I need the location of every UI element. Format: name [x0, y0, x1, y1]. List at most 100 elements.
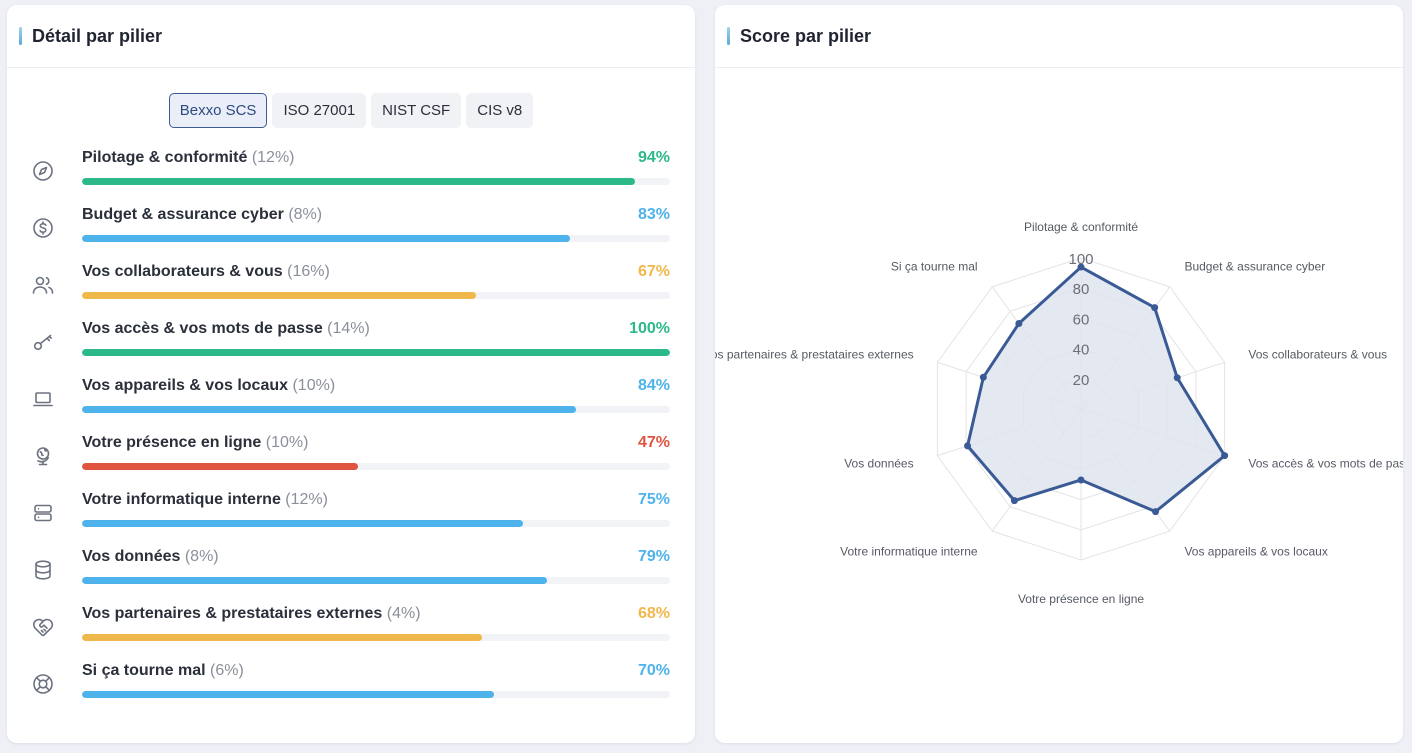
pillar-name: Vos partenaires & prestataires externes …: [82, 605, 421, 623]
pillar-score: 68%: [637, 605, 670, 622]
radar-tick-label: 100: [1068, 251, 1093, 268]
laptop-icon: [31, 387, 55, 411]
card-title: Détail par pilier: [32, 25, 163, 46]
header-accent: [727, 27, 730, 45]
radar-axis-label: Budget & assurance cyber: [1184, 260, 1325, 274]
pillar-weight: (14%): [327, 320, 370, 337]
pillar-score: 75%: [637, 491, 670, 508]
radar-axis-label: Si ça tourne mal: [891, 260, 978, 274]
score-bar-fill: [82, 292, 476, 299]
pillar-detail-card: Détail par pilier Bexxo SCS ISO 27001 NI…: [7, 5, 695, 743]
radar-tick-label: 80: [1073, 281, 1090, 298]
card-title: Score par pilier: [740, 25, 872, 46]
pillar-label: Vos accès & vos mots de passe: [82, 320, 323, 337]
pillar-row: Votre présence en ligne (10%) 47%: [7, 430, 695, 487]
pillar-name: Votre présence en ligne (10%): [82, 434, 308, 452]
pillar-name: Si ça tourne mal (6%): [82, 662, 244, 680]
pillar-row: Vos appareils & vos locaux (10%) 84%: [7, 373, 695, 430]
pillar-weight: (12%): [285, 491, 328, 508]
pillar-weight: (4%): [386, 605, 421, 622]
score-bar-fill: [82, 406, 576, 413]
pillar-row: Vos collaborateurs & vous (16%) 67%: [7, 259, 695, 316]
radar-data-point: [964, 442, 972, 450]
score-bar-track: [82, 463, 670, 470]
pillar-label: Budget & assurance cyber: [82, 206, 284, 223]
pillar-weight: (6%): [210, 662, 244, 679]
radar-chart: 20 40 60 80 100 Pilotage & conformité Budget &…: [715, 220, 1403, 606]
pillar-weight: (10%): [265, 434, 309, 451]
pillar-row: Vos accès & vos mots de passe (14%) 100%: [7, 316, 695, 373]
pillar-weight: (8%): [288, 206, 323, 223]
card-header: Score par pilier: [715, 5, 1403, 68]
server-icon: [31, 501, 55, 525]
pillar-label: Vos données: [82, 548, 181, 565]
pillar-label: Votre présence en ligne: [82, 434, 262, 451]
radar-axis-label: Vos appareils & vos locaux: [1184, 544, 1327, 558]
radar-series-area: [966, 265, 1227, 514]
pillar-weight: (8%): [184, 548, 219, 565]
radar-data-point: [1077, 263, 1085, 271]
score-bar-track: [82, 520, 670, 527]
pillar-weight: (16%): [287, 263, 330, 280]
pillar-score: 84%: [637, 377, 670, 394]
radar-axis-label: Vos partenaires & prestataires externes: [715, 348, 914, 362]
pillar-label: Pilotage & conformité: [82, 149, 248, 166]
card-header: Détail par pilier: [7, 5, 695, 68]
pillar-row: Budget & assurance cyber (8%) 83%: [7, 202, 695, 259]
pillar-weight: (12%): [251, 149, 295, 166]
pillar-row: Vos données (8%) 79%: [7, 544, 695, 601]
pillar-name: Budget & assurance cyber (8%): [82, 206, 322, 224]
pillar-name: Vos appareils & vos locaux (10%): [82, 377, 335, 395]
pillar-score: 47%: [637, 434, 670, 451]
score-bar-fill: [82, 463, 359, 470]
pillar-score: 94%: [637, 149, 670, 166]
radar-data-point: [1221, 452, 1229, 460]
pillar-score: 83%: [637, 206, 670, 223]
radar-data-point: [979, 373, 987, 381]
key-icon: [31, 330, 55, 354]
tab-cis-v8[interactable]: CIS v8: [466, 93, 534, 128]
radar-axis-label: Votre présence en ligne: [1018, 592, 1144, 606]
handshake-icon: [31, 615, 55, 639]
score-bar-fill: [82, 235, 571, 242]
framework-tabs: Bexxo SCS ISO 27001 NIST CSF CIS v8: [7, 93, 695, 128]
score-bar-fill: [82, 178, 635, 185]
dollar-circle-icon: [31, 216, 55, 240]
radar-axis-label: Vos données: [844, 456, 913, 470]
pillar-name: Vos accès & vos mots de passe (14%): [82, 320, 370, 338]
pillar-score: 67%: [637, 263, 670, 280]
pillar-label: Si ça tourne mal: [82, 662, 206, 679]
radar-data-point: [1151, 304, 1159, 312]
pillar-label: Votre informatique interne: [82, 491, 281, 508]
score-bar-track: [82, 406, 670, 413]
score-bar-track: [82, 634, 670, 641]
score-bar-track: [82, 349, 670, 356]
pillar-label: Vos partenaires & prestataires externes: [82, 605, 383, 622]
pillar-name: Vos collaborateurs & vous (16%): [82, 263, 330, 281]
lifebuoy-icon: [31, 672, 55, 696]
radar-axis-label: Vos accès & vos mots de passe: [1248, 456, 1403, 470]
globe-stand-icon: [31, 444, 55, 468]
pillar-score-card: Score par pilier 20 40 60 80 100 Pilotage & c…: [715, 5, 1403, 743]
pillar-score: 70%: [637, 662, 670, 679]
tab-iso-27001[interactable]: ISO 27001: [272, 93, 367, 128]
pillar-row: Si ça tourne mal (6%) 70%: [7, 658, 695, 715]
radar-axis-label: Votre informatique interne: [840, 544, 978, 558]
score-bar-fill: [82, 577, 547, 584]
score-bar-track: [82, 178, 670, 185]
tab-nist-csf[interactable]: NIST CSF: [371, 93, 462, 128]
pillar-label: Vos appareils & vos locaux: [82, 377, 289, 394]
radar-tick-label: 20: [1073, 372, 1090, 389]
header-accent: [19, 27, 22, 45]
radar-data-point: [1077, 476, 1085, 484]
pillar-weight: (10%): [292, 377, 336, 394]
radar-axis-label: Vos collaborateurs & vous: [1248, 348, 1387, 362]
users-icon: [31, 273, 55, 297]
pillar-score: 79%: [637, 548, 670, 565]
tab-bexxo-scs[interactable]: Bexxo SCS: [168, 93, 268, 128]
radar-data-point: [1152, 508, 1160, 516]
pillar-name: Vos données (8%): [82, 548, 219, 566]
pillar-label: Vos collaborateurs & vous: [82, 263, 283, 280]
pillar-row: Votre informatique interne (12%) 75%: [7, 487, 695, 544]
score-bar-track: [82, 235, 670, 242]
